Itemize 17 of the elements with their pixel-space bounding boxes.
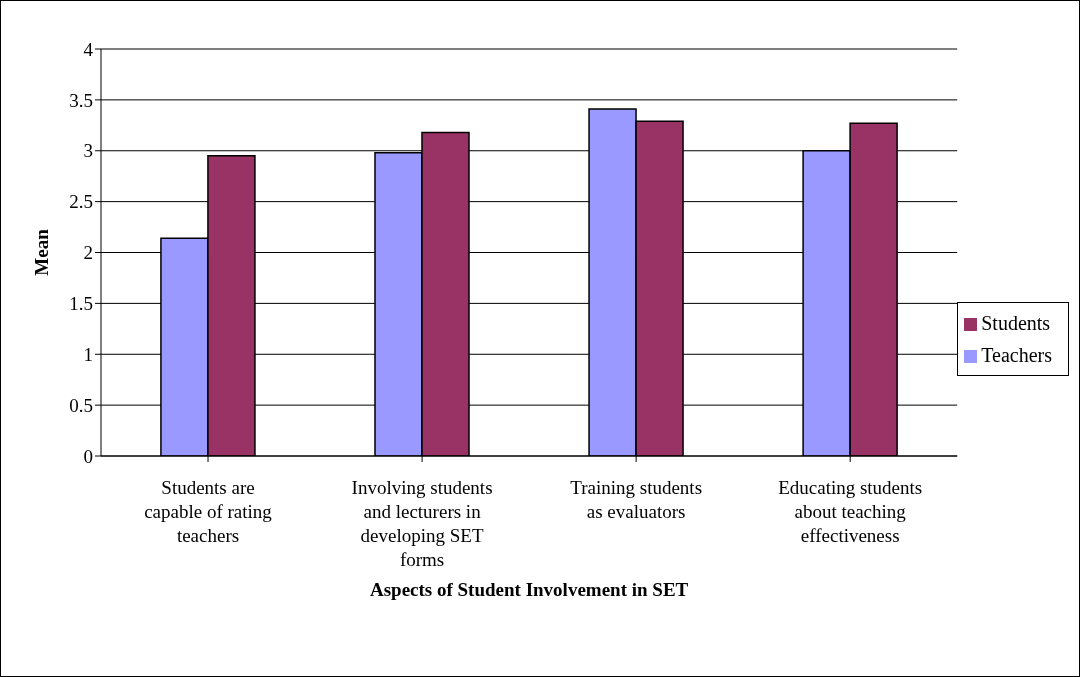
- y-tick-label: 0: [83, 445, 93, 467]
- y-tick-label: 3.5: [69, 89, 93, 111]
- y-axis-title: Mean: [30, 228, 52, 276]
- y-tick-label: 4: [83, 38, 94, 60]
- x-tick-label: Educating students about teaching effectiveness: [778, 477, 923, 546]
- x-axis-title: Aspects of Student Involvement in SET: [369, 579, 689, 600]
- legend-label: Students: [981, 311, 1051, 334]
- y-tick-label: 3: [83, 140, 93, 162]
- x-tick-label: Involving students and lecturers in developing SET forms: [351, 477, 493, 570]
- legend-label: Teachers: [981, 343, 1052, 366]
- y-tick-label: 2.5: [69, 191, 93, 213]
- x-tick-label: Training students as evaluators: [570, 477, 703, 522]
- y-tick-label: 0.5: [69, 394, 93, 416]
- y-tick-label: 1.5: [69, 293, 93, 315]
- y-tick-label: 2: [83, 242, 93, 264]
- y-tick-label: 1: [83, 343, 93, 365]
- x-tick-label: Students are capable of rating teachers: [144, 477, 273, 546]
